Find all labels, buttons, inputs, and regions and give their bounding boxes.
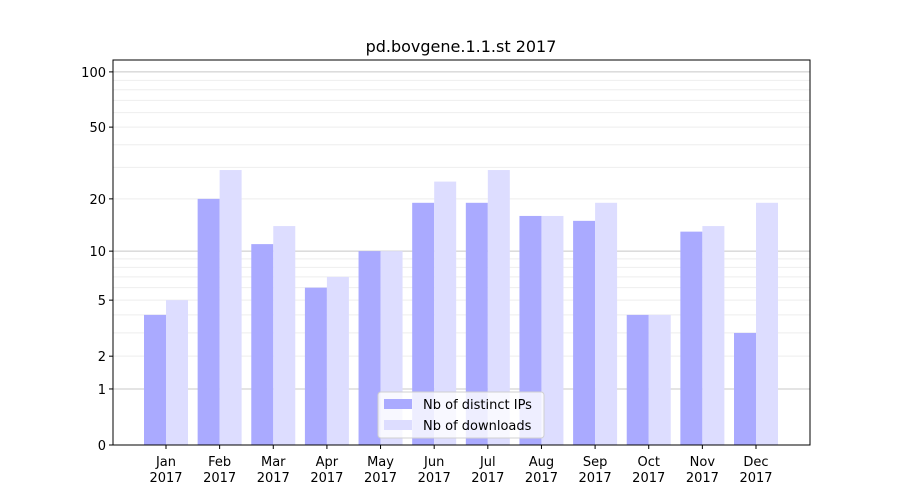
x-tick-label-line: Feb — [208, 455, 231, 470]
x-tick-label: Mar 2017 — [257, 455, 290, 486]
bar-distinct-ips — [358, 251, 381, 445]
x-tick-label-line: May — [367, 455, 394, 470]
x-tick-label: Oct 2017 — [632, 455, 665, 486]
y-tick-label: 5 — [98, 294, 106, 309]
bar-distinct-ips — [519, 215, 542, 445]
x-tick-label-line: Nov — [690, 455, 716, 470]
x-tick-label: Jun 2017 — [418, 455, 451, 486]
y-tick-label: 0 — [98, 439, 106, 454]
legend-box — [377, 391, 545, 439]
x-tick-label-line: 2017 — [149, 471, 182, 486]
bar-distinct-ips — [412, 202, 435, 445]
chart-title: pd.bovgene.1.1.st 2017 — [366, 37, 557, 56]
y-tick-label: 20 — [89, 193, 106, 208]
x-tick-label: Aug 2017 — [525, 455, 558, 486]
bar-downloads — [166, 300, 188, 445]
bar-distinct-ips — [573, 220, 596, 445]
bar-distinct-ips — [734, 332, 756, 445]
x-tick-label: May 2017 — [364, 455, 397, 486]
x-tick-label-line: 2017 — [418, 471, 451, 486]
legend-label: Nb of distinct IPs — [423, 398, 532, 413]
bar-distinct-ips — [197, 198, 220, 445]
x-tick-label: Apr 2017 — [310, 455, 343, 486]
x-tick-label: Jan 2017 — [149, 455, 182, 486]
bar-downloads — [434, 181, 457, 445]
x-tick-label-line: Mar — [261, 455, 286, 470]
x-tick-label: Sep 2017 — [579, 455, 612, 486]
bar-downloads — [541, 215, 564, 445]
legend-label: Nb of downloads — [423, 419, 532, 434]
bar-distinct-ips — [304, 287, 327, 445]
bar-downloads — [595, 202, 618, 445]
x-tick-label-line: 2017 — [686, 471, 719, 486]
x-tick-label: Nov 2017 — [686, 455, 719, 486]
bar-downloads — [326, 276, 349, 445]
bar-distinct-ips — [465, 202, 488, 445]
y-tick-label: 2 — [98, 350, 106, 365]
x-tick-label-line: 2017 — [579, 471, 612, 486]
y-tick-label: 100 — [81, 66, 106, 81]
x-tick-label-line: Jun — [423, 455, 444, 470]
x-tick-label-line: 2017 — [364, 471, 397, 486]
x-tick-label-line: Jul — [479, 455, 496, 470]
legend: Nb of distinct IPs Nb of downloads — [377, 391, 545, 439]
bar-downloads — [648, 314, 671, 445]
x-tick-label-line: Jan — [155, 455, 176, 470]
x-tick-label-line: 2017 — [525, 471, 558, 486]
x-tick-label: Feb 2017 — [203, 455, 236, 486]
y-tick-label: 10 — [89, 245, 106, 260]
x-tick-label-line: 2017 — [310, 471, 343, 486]
bar-downloads — [702, 226, 725, 445]
y-tick-label: 50 — [89, 121, 106, 136]
bar-downloads — [219, 170, 242, 445]
bar-distinct-ips — [680, 231, 703, 445]
bar-downloads — [487, 170, 510, 445]
x-tick-label-line: Apr — [316, 455, 339, 470]
bar-distinct-ips — [251, 244, 274, 445]
bar-downloads — [756, 202, 778, 445]
x-tick-label-line: 2017 — [203, 471, 236, 486]
x-tick-label-line: 2017 — [739, 471, 772, 486]
legend-swatch — [384, 420, 412, 430]
legend-swatch — [384, 399, 412, 409]
y-tick-label: 1 — [98, 383, 106, 398]
x-tick-label-line: Sep — [583, 455, 608, 470]
x-tick-label: Jul 2017 — [471, 455, 504, 486]
x-tick-label-line: 2017 — [632, 471, 665, 486]
plot-frame — [112, 59, 811, 446]
x-tick-label: Dec 2017 — [739, 455, 772, 486]
bar-downloads — [273, 226, 296, 445]
x-tick-label-line: 2017 — [257, 471, 290, 486]
x-tick-label-line: Oct — [637, 455, 659, 470]
x-tick-label-line: Dec — [743, 455, 768, 470]
x-tick-label-line: Aug — [529, 455, 554, 470]
x-tick-label-line: 2017 — [471, 471, 504, 486]
bar-distinct-ips — [626, 314, 649, 445]
bar-distinct-ips — [144, 314, 166, 445]
